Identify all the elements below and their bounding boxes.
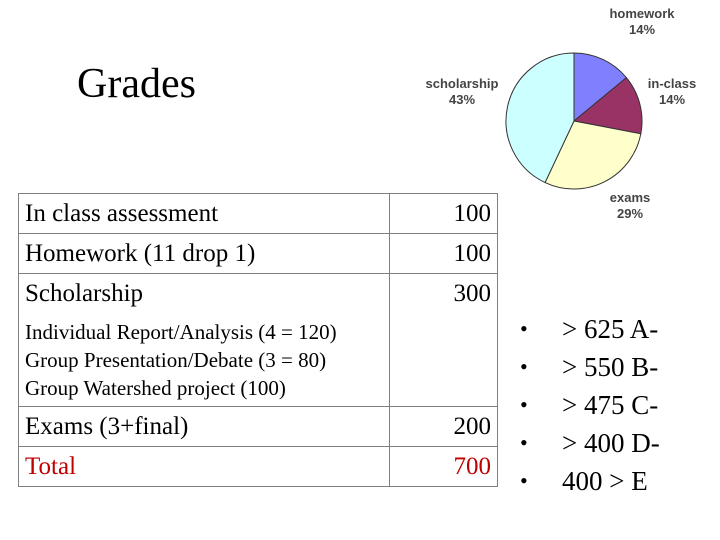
- scholarship-detail: Group Presentation/Debate (3 = 80): [25, 347, 327, 372]
- pie-value-homework: 14%: [629, 22, 655, 37]
- table-row-total: Total 700: [18, 446, 498, 487]
- grade-threshold: > 400 D-: [562, 428, 660, 458]
- table-cell-label: Homework (11 drop 1): [18, 233, 390, 274]
- table-cell-value: 100: [389, 233, 498, 274]
- pie-label-in-class: in-class: [648, 76, 696, 91]
- bullet-icon: •: [520, 354, 528, 379]
- list-item: • > 475 C-: [520, 386, 660, 424]
- pie-value-in-class: 14%: [659, 92, 685, 107]
- table-row: In class assessment 100: [18, 193, 498, 234]
- list-item: • > 625 A-: [520, 310, 660, 348]
- pie-chart-svg: homework14%in-class14%exams29%scholarshi…: [426, 6, 697, 221]
- pie-value-exams: 29%: [617, 206, 643, 221]
- list-item: • > 400 D-: [520, 424, 660, 462]
- table-cell-value: 100: [389, 193, 498, 234]
- grade-threshold: 400 > E: [562, 466, 648, 496]
- table-row: Scholarship 300: [18, 273, 498, 313]
- pie-slice-exams: [544, 120, 642, 190]
- pie-chart: homework 14% in-class 14% exams 29% scholarshi…: [400, 0, 720, 240]
- table-row-scholarship-details: Individual Report/Analysis (4 = 120) Gro…: [18, 313, 498, 407]
- table-cell-label: Exams (3+final): [18, 406, 390, 447]
- pie-slice-homework: [573, 52, 628, 123]
- scholarship-details: Individual Report/Analysis (4 = 120) Gro…: [18, 313, 390, 407]
- slide-title: Grades: [77, 61, 196, 107]
- grade-threshold: > 475 C-: [562, 390, 659, 420]
- bullet-icon: •: [520, 392, 528, 417]
- table-cell-value: 300: [389, 273, 498, 313]
- pie-label-exams: exams: [610, 190, 650, 205]
- grades-table: In class assessment 100 Homework (11 dro…: [18, 193, 498, 487]
- pie-label-scholarship: scholarship: [426, 76, 499, 91]
- bullet-icon: •: [520, 430, 528, 455]
- pie-slice-in-class: [572, 76, 643, 135]
- grading-scale-list: • > 625 A- • > 550 B- • > 475 C- • > 400 D- …: [520, 310, 660, 500]
- grade-threshold: > 625 A-: [562, 314, 659, 344]
- total-value: 700: [389, 446, 498, 487]
- table-row: Homework (11 drop 1) 100: [18, 233, 498, 274]
- table-cell-value-empty: [389, 313, 498, 407]
- bullet-icon: •: [520, 316, 528, 341]
- total-label: Total: [18, 446, 390, 487]
- table-row: Exams (3+final) 200: [18, 406, 498, 447]
- scholarship-detail: Individual Report/Analysis (4 = 120): [25, 319, 337, 344]
- bullet-icon: •: [520, 468, 528, 493]
- table-cell-label: Scholarship: [18, 273, 390, 313]
- list-item: • 400 > E: [520, 462, 660, 500]
- pie-value-scholarship: 43%: [449, 92, 475, 107]
- grade-threshold: > 550 B-: [562, 352, 659, 382]
- table-cell-value: 200: [389, 406, 498, 447]
- pie-slice-scholarship: [505, 52, 575, 184]
- list-item: • > 550 B-: [520, 348, 660, 386]
- scholarship-detail: Group Watershed project (100): [25, 375, 286, 400]
- table-cell-label: In class assessment: [18, 193, 390, 234]
- pie-label-homework: homework: [609, 6, 675, 21]
